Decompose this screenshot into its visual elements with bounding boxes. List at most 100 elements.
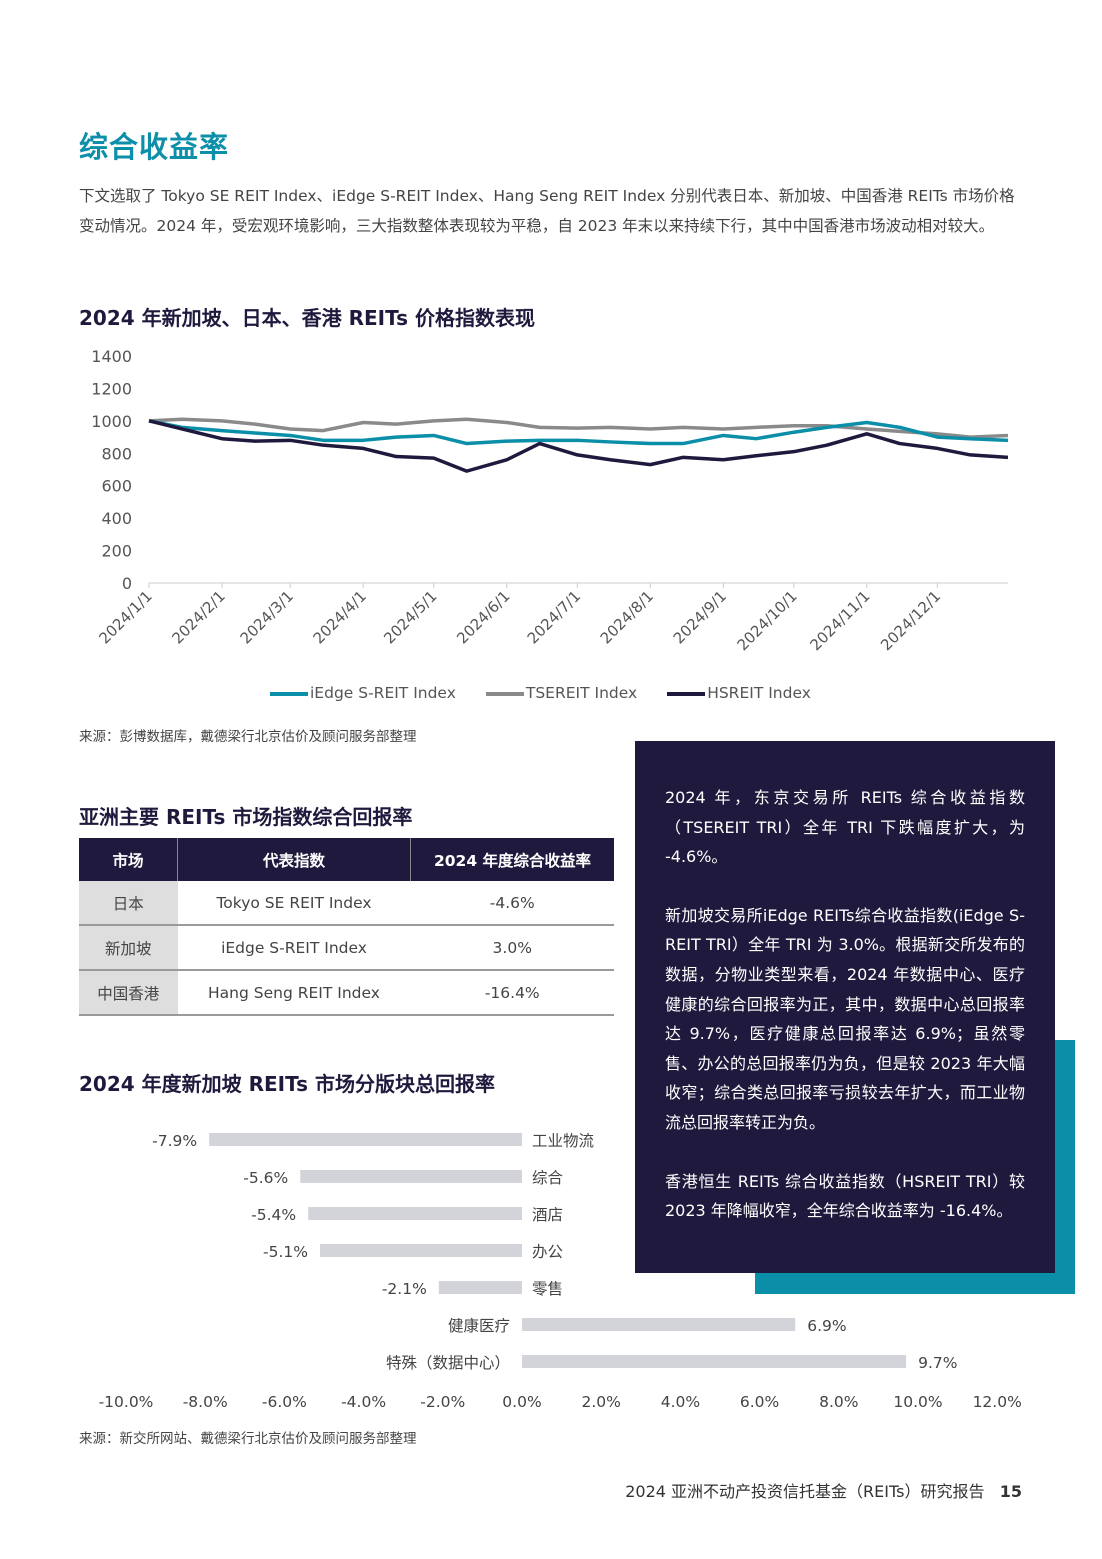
bar-value-label: -5.6% <box>243 1169 288 1187</box>
table-row: 中国香港 Hang Seng REIT Index -16.4% <box>79 970 614 1016</box>
x-tick-label: -10.0% <box>99 1393 154 1411</box>
x-tick-label: 2024/2/1 <box>168 587 228 647</box>
bar <box>209 1133 522 1146</box>
category-label: 工业物流 <box>532 1132 594 1150</box>
legend-item: TSEREIT Index <box>485 684 638 702</box>
y-tick-label: 1400 <box>91 347 132 366</box>
index-cell: iEdge S-REIT Index <box>177 925 411 971</box>
legend-item: iEdge S-REIT Index <box>270 684 456 702</box>
x-tick-label: -4.0% <box>341 1393 386 1411</box>
bar-value-label: -7.9% <box>152 1132 197 1150</box>
legend-swatch <box>485 691 524 696</box>
column-header: 2024 年度综合收益率 <box>410 838 614 881</box>
market-cell: 日本 <box>79 881 178 926</box>
category-label: 综合 <box>532 1169 564 1187</box>
x-tick-label: 2024/7/1 <box>524 587 584 647</box>
series-line-hsreit-index <box>148 419 1009 473</box>
y-tick-label: 800 <box>101 444 132 463</box>
index-cell: Tokyo SE REIT Index <box>177 881 411 926</box>
bar-value-label: -2.1% <box>382 1280 427 1298</box>
x-tick-label: -2.0% <box>420 1393 465 1411</box>
return-cell: -16.4% <box>410 970 614 1016</box>
market-cell: 中国香港 <box>79 970 178 1016</box>
x-tick-label: 2024/3/1 <box>237 587 297 647</box>
x-tick-label: 12.0% <box>973 1393 1022 1411</box>
table-header-row: 市场 代表指数 2024 年度综合收益率 <box>79 838 614 881</box>
return-cell: -4.6% <box>410 881 614 926</box>
category-label: 特殊（数据中心） <box>386 1354 510 1372</box>
category-label: 零售 <box>532 1280 563 1298</box>
table-row: 日本 Tokyo SE REIT Index -4.6% <box>79 881 614 926</box>
commentary-box: 2024 年，东京交易所 REITs 综合收益指数（TSEREIT TRI）全年… <box>635 741 1055 1273</box>
legend-item: HSREIT Index <box>667 684 811 702</box>
x-tick-label: 2024/6/1 <box>453 587 513 647</box>
x-tick-label: 2024/11/1 <box>807 587 874 654</box>
y-tick-label: 400 <box>101 509 132 528</box>
x-tick-label: 2024/4/1 <box>310 587 370 647</box>
page-number: 15 <box>999 1482 1022 1501</box>
return-cell: 3.0% <box>410 925 614 971</box>
y-tick-label: 0 <box>122 574 132 593</box>
x-tick-label: 0.0% <box>502 1393 541 1411</box>
bar <box>522 1355 907 1368</box>
x-tick-label: 2.0% <box>582 1393 621 1411</box>
section-title: 综合收益率 <box>79 130 230 164</box>
commentary-hongkong: 香港恒生 REITs 综合收益指数（HSREIT TRI）较 2023 年降幅收… <box>665 1171 1025 1221</box>
commentary-japan: 2024 年，东京交易所 REITs 综合收益指数（TSEREIT TRI）全年… <box>665 788 1025 867</box>
bar-chart: -7.9% 工业物流 -5.6% 综合 -5.4% 酒店 -5.1% 办公 -2.1% 零售 6.9… <box>99 1132 1022 1411</box>
commentary-singapore: 新加坡交易所iEdge REITs综合收益指数(iEdge S-REIT TRI… <box>665 905 1025 1132</box>
legend-label: HSREIT Index <box>707 684 811 702</box>
series-line-iedge-s-reit-index <box>148 419 1009 446</box>
bar <box>308 1207 522 1220</box>
x-tick-label: 2024/9/1 <box>670 587 730 647</box>
y-tick-label: 1200 <box>91 379 132 398</box>
y-tick-label: 600 <box>101 477 132 496</box>
bar <box>522 1318 796 1331</box>
x-tick-label: 10.0% <box>893 1393 942 1411</box>
bar <box>438 1281 522 1294</box>
table-row: 新加坡 iEdge S-REIT Index 3.0% <box>79 925 614 971</box>
bar-value-label: 9.7% <box>918 1354 957 1372</box>
chart1-source: 来源：彭博数据库，戴德梁行北京估价及顾问服务部整理 <box>79 729 417 745</box>
category-label: 办公 <box>532 1243 563 1261</box>
x-tick-label: 2024/10/1 <box>734 587 801 654</box>
legend-swatch <box>270 691 308 696</box>
line-chart: 0 200 400 600 800 1000 1200 1400 2024/1/1 2024/2/… <box>91 347 1009 654</box>
y-tick-label: 200 <box>101 542 132 561</box>
bar-value-label: 6.9% <box>807 1317 846 1335</box>
x-tick-label: 2024/12/1 <box>877 587 944 654</box>
column-header: 代表指数 <box>177 838 411 881</box>
returns-table: 市场 代表指数 2024 年度综合收益率 日本 Tokyo SE REIT Ind… <box>79 838 614 1016</box>
x-tick-label: 8.0% <box>819 1393 858 1411</box>
chart1-heading: 2024 年新加坡、日本、香港 REITs 价格指数表现 <box>79 306 535 330</box>
intro-paragraph: 下文选取了 Tokyo SE REIT Index、iEdge S-REIT I… <box>79 187 1015 235</box>
legend-label: iEdge S-REIT Index <box>310 684 456 702</box>
series-line-tsereit-index <box>148 417 1009 439</box>
legend-swatch <box>667 691 706 696</box>
x-tick-label: 2024/8/1 <box>597 587 657 647</box>
chart2-heading: 2024 年度新加坡 REITs 市场分版块总回报率 <box>79 1072 495 1096</box>
category-label: 健康医疗 <box>448 1317 510 1335</box>
index-cell: Hang Seng REIT Index <box>177 970 411 1016</box>
market-cell: 新加坡 <box>79 925 178 971</box>
x-tick-label: -6.0% <box>262 1393 307 1411</box>
x-tick-label: 4.0% <box>661 1393 700 1411</box>
bar-value-label: -5.1% <box>263 1243 308 1261</box>
page-footer: 2024 亚洲不动产投资信托基金（REITs）研究报告 15 <box>625 1478 1022 1502</box>
bar <box>320 1244 522 1257</box>
category-label: 酒店 <box>532 1206 563 1224</box>
chart2-source: 来源：新交所网站、戴德梁行北京估价及顾问服务部整理 <box>79 1431 417 1447</box>
bar-value-label: -5.4% <box>251 1206 296 1224</box>
table-heading: 亚洲主要 REITs 市场指数综合回报率 <box>79 805 413 829</box>
footer-title: 2024 亚洲不动产投资信托基金（REITs）研究报告 <box>625 1482 985 1501</box>
x-tick-label: -8.0% <box>183 1393 228 1411</box>
x-tick-label: 2024/1/1 <box>95 587 155 647</box>
x-tick-label: 6.0% <box>740 1393 779 1411</box>
x-tick-label: 2024/5/1 <box>380 587 440 647</box>
column-header: 市场 <box>79 838 178 881</box>
bar <box>300 1170 522 1183</box>
line-chart-legend: iEdge S-REIT Index TSEREIT Index HSREIT … <box>270 684 811 702</box>
legend-label: TSEREIT Index <box>525 684 638 702</box>
y-tick-label: 1000 <box>91 412 132 431</box>
